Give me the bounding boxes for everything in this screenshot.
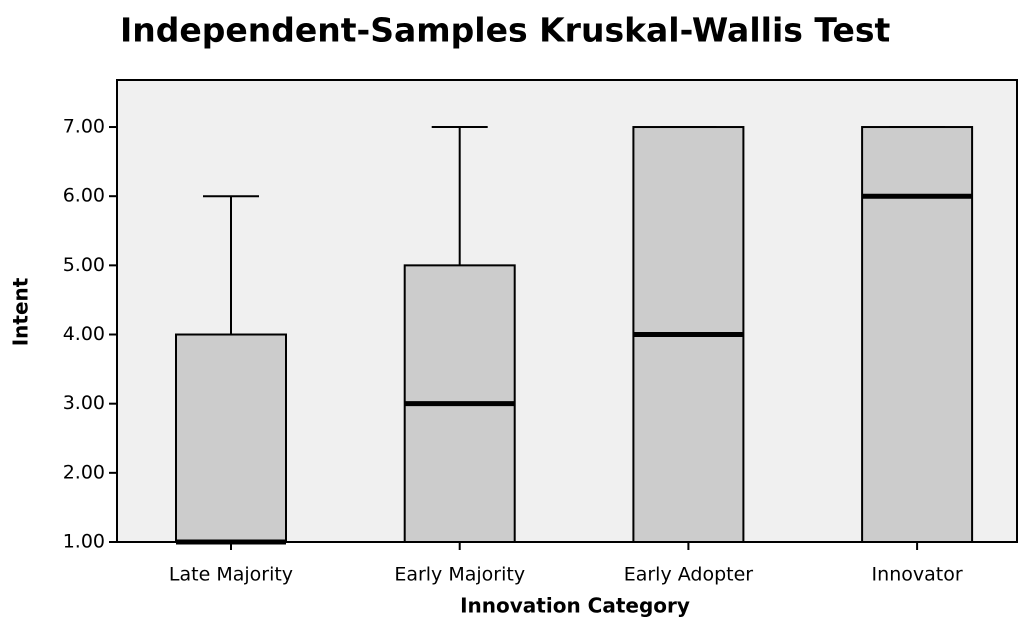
x-tick-label: Innovator	[872, 564, 963, 586]
chart-title: Independent-Samples Kruskal-Wallis Test	[120, 11, 891, 50]
y-axis-title: Intent	[9, 277, 33, 346]
y-tick-label: 4.00	[63, 323, 105, 345]
x-tick-label: Late Majority	[169, 564, 293, 586]
x-tick-label: Early Majority	[394, 564, 525, 586]
y-tick-label: 3.00	[63, 392, 105, 414]
x-axis-title: Innovation Category	[460, 594, 690, 618]
y-tick-label: 6.00	[63, 185, 105, 207]
box	[861, 126, 974, 543]
y-tick-label: 7.00	[63, 116, 105, 138]
box	[175, 333, 287, 544]
y-tick-label: 2.00	[63, 461, 105, 483]
y-tick-label: 5.00	[63, 254, 105, 276]
x-tick-label: Early Adopter	[624, 564, 754, 586]
y-tick-label: 1.00	[63, 531, 105, 553]
